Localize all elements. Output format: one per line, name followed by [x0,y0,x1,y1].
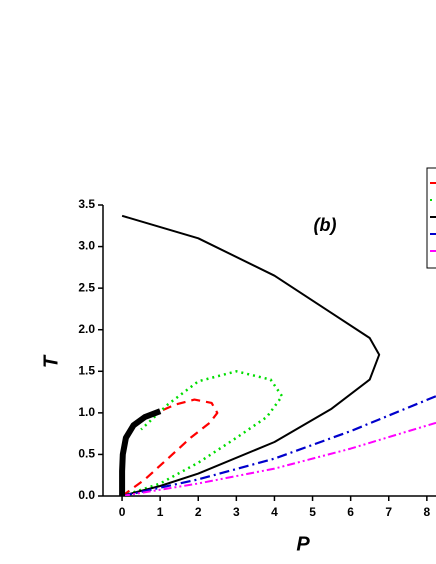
series-line [119,408,162,496]
series-line [121,421,436,496]
annotation: (b) [314,215,337,235]
y-tick-label: 1.5 [78,363,95,377]
x-axis-title: P [296,533,310,555]
y-tick-label: 2.5 [78,280,95,294]
x-tick-label: 8 [424,505,431,519]
y-tick-label: 0.5 [78,447,95,461]
series-line [121,214,381,496]
x-tick-label: 0 [119,505,126,519]
y-tick-label: 3.0 [78,239,95,253]
series-line [121,395,436,496]
x-tick-label: 1 [157,505,164,519]
y-tick-label: 1.0 [78,405,95,419]
x-tick-label: 3 [233,505,240,519]
y-axis-title: T [40,354,62,368]
x-tick-label: 4 [271,505,278,519]
y-tick-label: 0.0 [78,488,95,502]
series-line [121,398,219,496]
x-tick-label: 6 [347,505,354,519]
x-tick-label: 5 [309,505,316,519]
y-tick-label: 2.0 [78,322,95,336]
y-tick-label: 3.5 [78,197,95,211]
x-tick-label: 2 [195,505,202,519]
x-tick-label: 7 [385,505,392,519]
